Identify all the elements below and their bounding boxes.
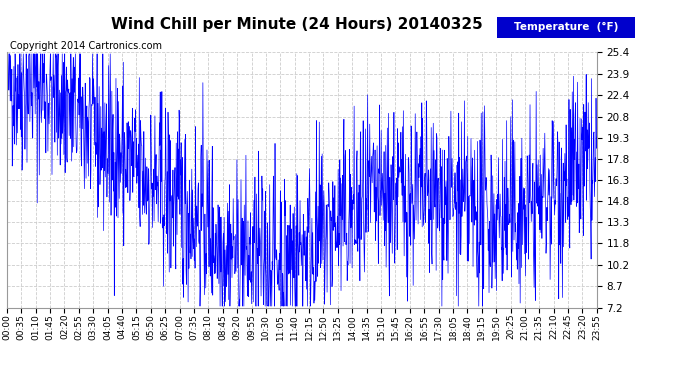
Text: Temperature  (°F): Temperature (°F)	[513, 22, 618, 32]
Text: Wind Chill per Minute (24 Hours) 20140325: Wind Chill per Minute (24 Hours) 2014032…	[111, 17, 482, 32]
Text: Copyright 2014 Cartronics.com: Copyright 2014 Cartronics.com	[10, 41, 162, 51]
